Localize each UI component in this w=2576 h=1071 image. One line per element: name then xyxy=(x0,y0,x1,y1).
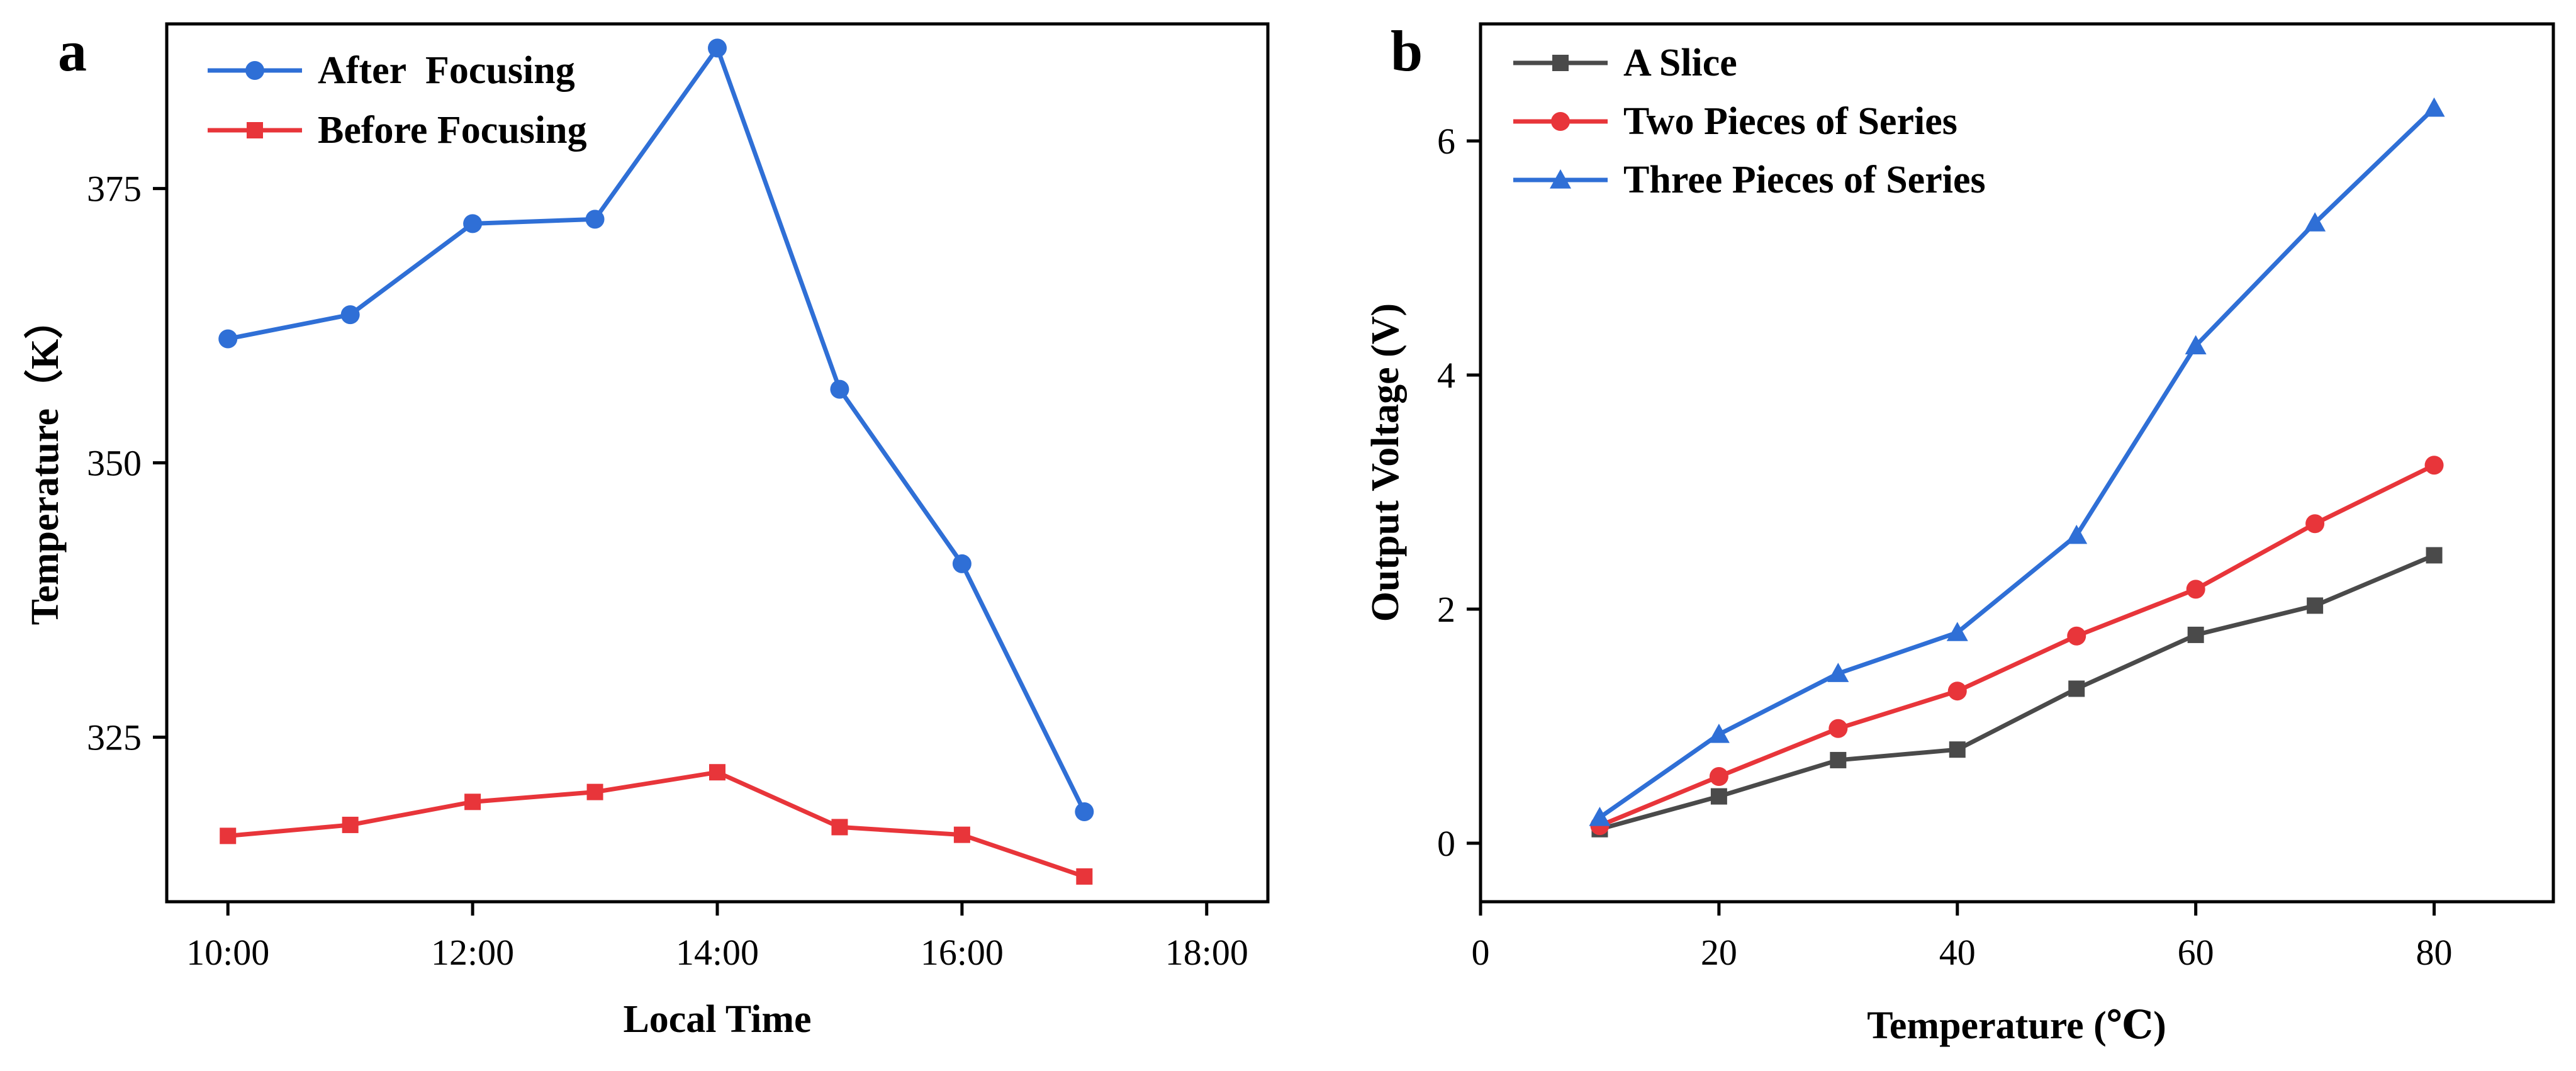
legend-marker xyxy=(245,61,264,80)
data-point xyxy=(1710,788,1727,805)
series-line xyxy=(1599,553,2435,832)
panel-b-chart: b 0 20 40 60 80 0 2 4 6 A Slice Two Pieces of Se… xyxy=(1364,19,2555,1047)
y-tick-label: 2 xyxy=(1437,589,1455,630)
legend-label: Three Pieces of Series xyxy=(1623,159,1986,201)
data-point xyxy=(1708,724,1730,743)
data-point xyxy=(1947,681,1967,701)
y-tick-label: 375 xyxy=(87,169,142,210)
data-point xyxy=(953,826,970,843)
y-tick-label: 4 xyxy=(1437,355,1455,396)
data-point xyxy=(2426,547,2443,564)
series-line xyxy=(227,45,1087,813)
x-tick-label: 18:00 xyxy=(1165,932,1248,973)
panel-b-plot-frame xyxy=(1479,22,2555,904)
legend-marker xyxy=(1550,169,1571,189)
series-line xyxy=(1599,463,2436,828)
data-point xyxy=(2186,580,2205,599)
data-point xyxy=(831,819,848,836)
legend-label: Before Focusing xyxy=(318,109,587,152)
legend-label: After Focusing xyxy=(318,49,575,92)
data-point xyxy=(2423,97,2445,117)
data-point xyxy=(2066,524,2088,544)
data-point xyxy=(1946,622,1968,641)
panel-a-y-axis-title: Temperature（K） xyxy=(23,300,67,625)
legend-marker xyxy=(1552,55,1569,71)
panel-b-y-axis-title: Output Voltage (V) xyxy=(1364,303,1407,622)
panel-a-chart: a 10:00 12:00 14:00 16:00 18:00 325 350 375 Af… xyxy=(23,19,1270,1041)
data-point xyxy=(1830,751,1847,768)
series-line xyxy=(227,770,1085,879)
data-point xyxy=(218,329,238,349)
data-point xyxy=(2424,456,2444,475)
data-point xyxy=(709,764,725,781)
data-point xyxy=(2305,514,2325,534)
data-point xyxy=(342,816,359,833)
panel-b-x-axis-title: Temperature (℃) xyxy=(1867,1004,2166,1047)
y-tick-label: 325 xyxy=(87,717,142,758)
data-point xyxy=(1076,868,1093,885)
data-point xyxy=(1828,719,1848,738)
data-point xyxy=(586,783,603,800)
data-point xyxy=(830,379,849,399)
x-tick-label: 60 xyxy=(2178,932,2214,973)
data-point xyxy=(1589,807,1611,826)
data-point xyxy=(952,554,972,573)
x-tick-label: 14:00 xyxy=(676,932,759,973)
data-point xyxy=(2068,680,2085,697)
x-tick-label: 10:00 xyxy=(186,932,269,973)
panel-a-x-axis-title: Local Time xyxy=(623,998,811,1041)
panel-a-legend: After Focusing Before Focusing xyxy=(208,49,587,152)
panel-b-legend: A Slice Two Pieces of Series Three Pieces … xyxy=(1513,42,1986,201)
data-point xyxy=(2067,626,2086,646)
y-tick-label: 0 xyxy=(1437,823,1455,864)
data-point xyxy=(1709,766,1728,786)
data-point xyxy=(708,38,727,58)
data-point xyxy=(2185,335,2207,355)
series-line xyxy=(1598,106,2436,819)
legend-label: Two Pieces of Series xyxy=(1623,100,1957,143)
data-point xyxy=(1075,802,1094,822)
x-tick-label: 80 xyxy=(2416,932,2453,973)
legend-label: A Slice xyxy=(1623,42,1737,84)
y-tick-label: 6 xyxy=(1437,121,1455,162)
data-point xyxy=(1949,741,1966,758)
data-point xyxy=(340,305,360,325)
data-point xyxy=(585,210,605,229)
legend-marker xyxy=(1551,112,1570,131)
legend-marker xyxy=(247,122,263,138)
panel-a-letter: a xyxy=(58,19,87,83)
data-point xyxy=(2304,212,2326,232)
x-tick-label: 16:00 xyxy=(921,932,1004,973)
x-tick-label: 40 xyxy=(1939,932,1976,973)
x-tick-label: 12:00 xyxy=(431,932,514,973)
panel-b-letter: b xyxy=(1391,19,1423,83)
data-point xyxy=(2187,626,2204,643)
x-tick-label: 20 xyxy=(1701,932,1737,973)
data-point xyxy=(220,827,237,844)
y-tick-label: 350 xyxy=(87,443,142,484)
data-point xyxy=(463,214,483,233)
data-point xyxy=(2307,597,2324,614)
x-tick-label: 0 xyxy=(1472,932,1490,973)
data-point xyxy=(1827,663,1849,682)
data-point xyxy=(464,793,481,810)
